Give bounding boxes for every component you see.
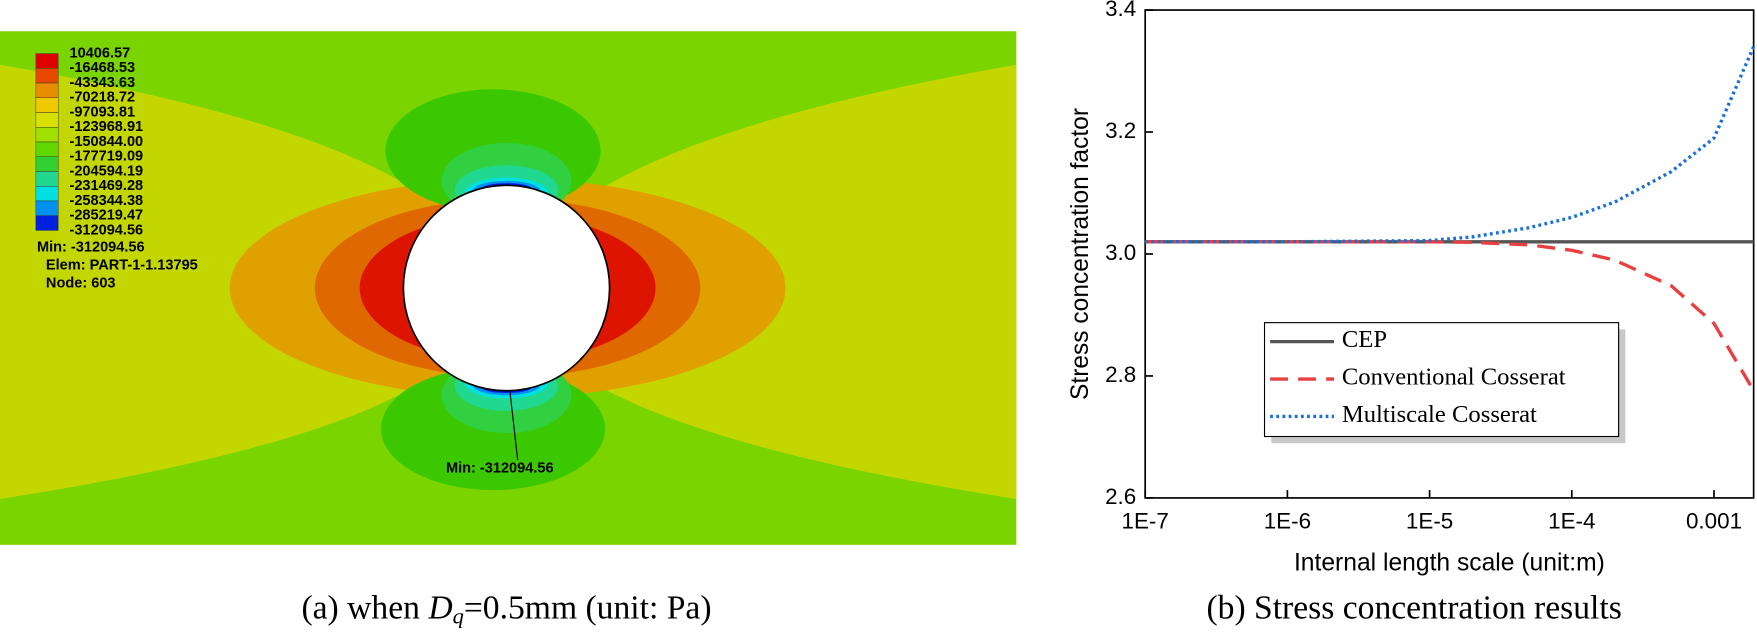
hole <box>402 184 611 392</box>
x-tick-label: 1E-4 <box>1548 508 1595 533</box>
color-swatch <box>35 112 59 128</box>
series-line <box>1145 45 1756 244</box>
color-swatch <box>35 185 59 202</box>
legend-value: -70218.72 <box>69 90 135 106</box>
legend-value: -97093.81 <box>69 104 135 120</box>
caption-subscript: q <box>453 604 464 629</box>
legend-label: Multiscale Cosserat <box>1342 401 1537 428</box>
legend-value: -123968.91 <box>69 119 143 135</box>
x-tick-label: 1E-5 <box>1406 508 1453 533</box>
legend-value: -258344.38 <box>69 193 143 209</box>
legend-label: Conventional Cosserat <box>1342 364 1566 391</box>
color-swatch <box>35 53 59 69</box>
min-label: Min: -312094.56 <box>37 240 145 256</box>
caption-b: (b) Stress concentration results <box>1206 589 1621 626</box>
node-label: Node: 603 <box>46 275 116 291</box>
legend-label: CEP <box>1342 326 1387 353</box>
x-tick-label: 1E-7 <box>1122 508 1169 533</box>
contour-plot: Min: -312094.56 10406.57-16468.53-43343.… <box>0 31 1017 545</box>
color-swatch <box>35 156 59 172</box>
legend-value: -150844.00 <box>69 134 143 150</box>
color-swatch <box>35 200 59 216</box>
y-tick-label: 3.4 <box>1105 0 1136 21</box>
color-legend: 10406.57-16468.53-43343.63-70218.72-9709… <box>35 45 143 238</box>
line-chart: 2.6 2.8 3.0 3.2 3.4 1E-7 1E-6 1E-5 1E-4 0.001 Inte… <box>1067 0 1756 626</box>
color-swatch <box>35 97 59 113</box>
x-tick-label: 0.001 <box>1686 508 1742 533</box>
legend-value: -16468.53 <box>69 60 135 76</box>
color-swatch <box>35 215 59 231</box>
color-swatch <box>35 82 59 99</box>
caption-text: (a) when <box>301 589 428 626</box>
caption-text: =0.5mm (unit: Pa) <box>464 589 712 626</box>
color-swatch <box>35 141 59 157</box>
legend-value: -312094.56 <box>69 222 143 238</box>
legend-value: -285219.47 <box>69 208 143 224</box>
probe-label: Min: -312094.56 <box>446 461 554 477</box>
x-axis-title: Internal length scale (unit:m) <box>1294 549 1605 576</box>
y-tick-label: 2.6 <box>1105 484 1136 509</box>
y-tick-label: 3.0 <box>1105 240 1136 265</box>
probe-line <box>509 390 519 461</box>
caption-symbol: D <box>427 589 452 626</box>
series-line <box>1145 240 1756 392</box>
legend-value: -231469.28 <box>69 178 143 194</box>
y-axis-title: Stress concentration factor <box>1067 108 1094 400</box>
legend-value: -43343.63 <box>69 75 135 91</box>
x-tick-label: 1E-6 <box>1264 508 1311 533</box>
legend-value: -204594.19 <box>69 163 143 179</box>
caption-a: (a) when Dq=0.5mm (unit: Pa) <box>301 589 711 628</box>
color-swatch <box>35 171 59 187</box>
color-swatch <box>35 68 59 84</box>
color-swatch <box>35 127 59 143</box>
y-tick-label: 2.8 <box>1105 362 1136 387</box>
y-tick-label: 3.2 <box>1105 118 1136 143</box>
elem-label: Elem: PART-1-1.13795 <box>46 258 198 274</box>
legend-value: 10406.57 <box>69 45 130 61</box>
legend-value: -177719.09 <box>69 149 143 165</box>
